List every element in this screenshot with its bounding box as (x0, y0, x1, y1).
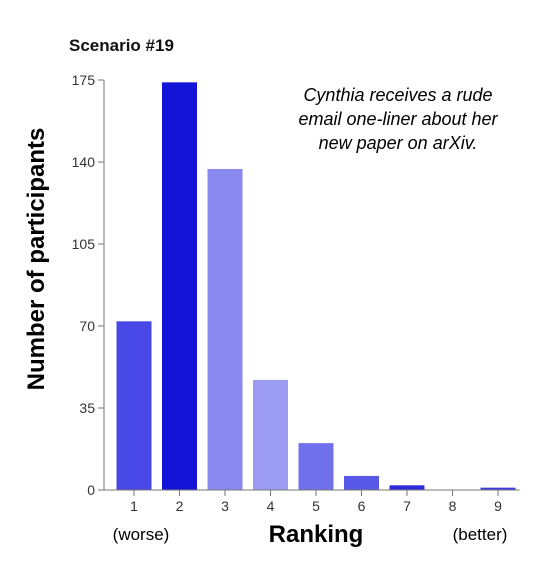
x-tick-label: 2 (176, 498, 184, 514)
axes-group: 0 35 70 105 140 175 1 2 3 4 5 6 7 8 9 (72, 72, 520, 514)
y-axis-label: Number of participants (23, 128, 50, 391)
bar-5 (298, 443, 334, 490)
y-tick-label: 175 (72, 72, 96, 88)
x-tick-label: 6 (358, 498, 366, 514)
annotation-line-1: Cynthia receives a rude (303, 85, 492, 105)
bar-9 (480, 487, 516, 490)
x-axis-label: Ranking (269, 521, 364, 548)
x-tick-label: 7 (403, 498, 411, 514)
y-tick-label: 140 (72, 154, 96, 170)
x-tick-label: 9 (494, 498, 502, 514)
annotation-line-3: new paper on arXiv. (319, 133, 478, 153)
x-low-label: (worse) (113, 525, 170, 544)
annotation-line-2: email one-liner about her (298, 109, 498, 129)
bar-1 (116, 321, 152, 490)
y-tick-label: 70 (79, 318, 95, 334)
bar-6 (344, 475, 379, 490)
bars-group (116, 82, 516, 490)
bar-3 (207, 169, 243, 490)
y-tick-label: 0 (87, 482, 95, 498)
bar-2 (162, 82, 197, 490)
x-tick-label: 5 (312, 498, 320, 514)
y-tick-label: 35 (79, 400, 95, 416)
bar-7 (389, 485, 425, 490)
x-tick-label: 4 (267, 498, 275, 514)
y-tick-label: 105 (72, 236, 96, 252)
chart-title: Scenario #19 (69, 36, 174, 55)
x-high-label: (better) (453, 525, 508, 544)
x-tick-label: 1 (130, 498, 138, 514)
x-tick-label: 3 (221, 498, 229, 514)
x-tick-label: 8 (449, 498, 457, 514)
bar-4 (253, 379, 288, 490)
